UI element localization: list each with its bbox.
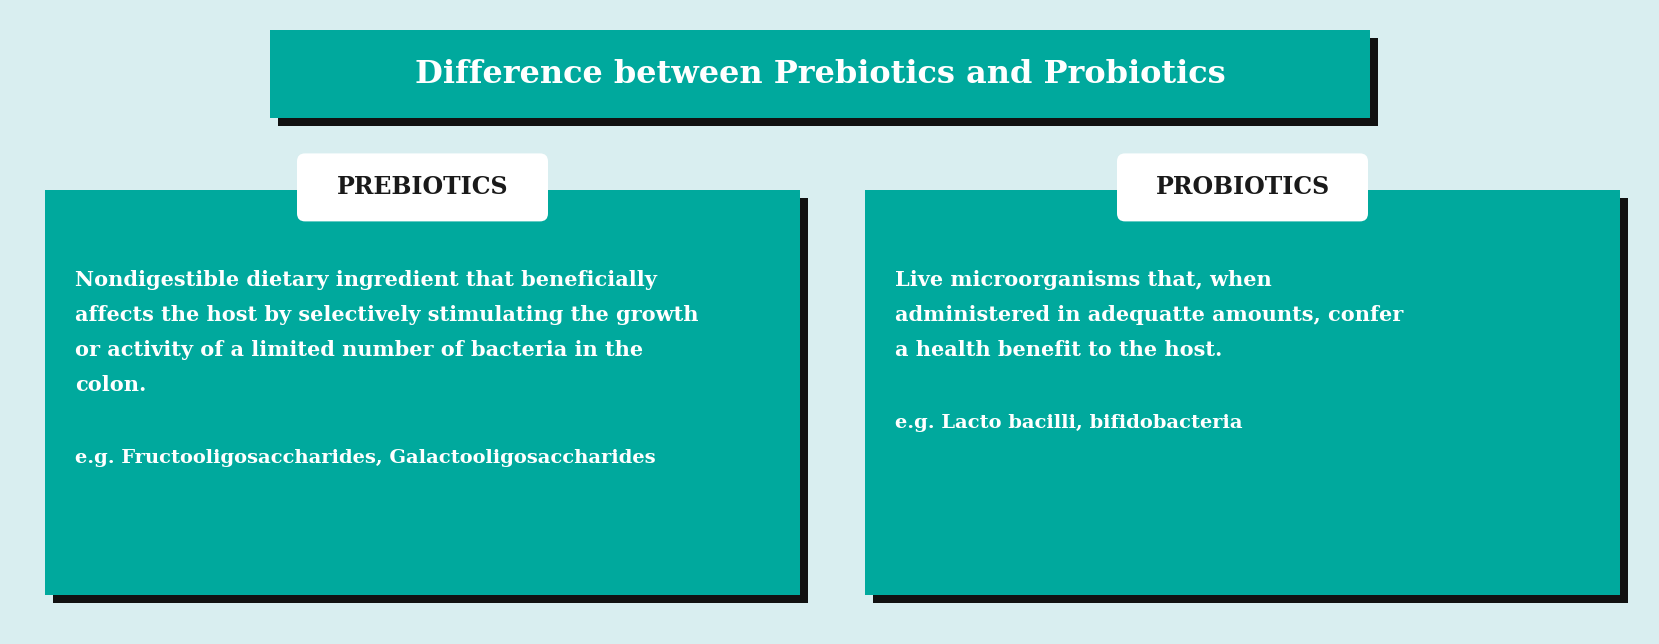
Text: Difference between Prebiotics and Probiotics: Difference between Prebiotics and Probio…: [415, 59, 1226, 90]
Text: administered in adequatte amounts, confer: administered in adequatte amounts, confe…: [894, 305, 1404, 325]
Text: PREBIOTICS: PREBIOTICS: [337, 175, 508, 200]
Text: colon.: colon.: [75, 375, 146, 395]
Text: e.g. Fructooligosaccharides, Galactooligosaccharides: e.g. Fructooligosaccharides, Galactoolig…: [75, 448, 655, 466]
FancyBboxPatch shape: [53, 198, 808, 603]
FancyBboxPatch shape: [873, 198, 1627, 603]
FancyBboxPatch shape: [279, 38, 1379, 126]
Text: a health benefit to the host.: a health benefit to the host.: [894, 340, 1223, 360]
FancyBboxPatch shape: [297, 153, 547, 222]
Text: Nondigestible dietary ingredient that beneficially: Nondigestible dietary ingredient that be…: [75, 270, 657, 290]
Text: PROBIOTICS: PROBIOTICS: [1155, 175, 1329, 200]
Text: e.g. Lacto bacilli, bifidobacteria: e.g. Lacto bacilli, bifidobacteria: [894, 413, 1243, 431]
FancyBboxPatch shape: [45, 190, 800, 595]
FancyBboxPatch shape: [1117, 153, 1369, 222]
FancyBboxPatch shape: [864, 190, 1619, 595]
Text: Live microorganisms that, when: Live microorganisms that, when: [894, 270, 1272, 290]
Text: affects the host by selectively stimulating the growth: affects the host by selectively stimulat…: [75, 305, 698, 325]
FancyBboxPatch shape: [270, 30, 1370, 118]
Text: or activity of a limited number of bacteria in the: or activity of a limited number of bacte…: [75, 340, 644, 360]
